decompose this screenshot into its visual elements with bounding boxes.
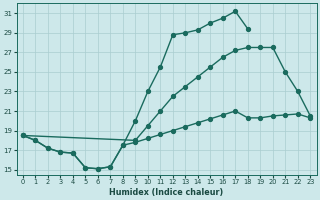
X-axis label: Humidex (Indice chaleur): Humidex (Indice chaleur): [109, 188, 224, 197]
